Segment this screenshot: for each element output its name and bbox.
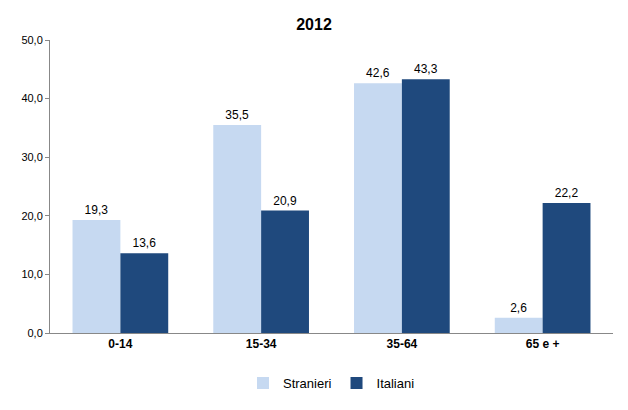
svg-text:50,0: 50,0 xyxy=(21,34,42,46)
svg-text:Stranieri: Stranieri xyxy=(283,376,332,391)
svg-text:20,9: 20,9 xyxy=(273,194,297,208)
svg-text:35,5: 35,5 xyxy=(225,108,249,122)
svg-text:10,0: 10,0 xyxy=(21,268,42,280)
svg-text:43,3: 43,3 xyxy=(414,62,438,76)
svg-text:42,6: 42,6 xyxy=(366,66,390,80)
svg-text:0-14: 0-14 xyxy=(108,337,132,351)
svg-text:2,6: 2,6 xyxy=(510,301,527,315)
svg-text:20,0: 20,0 xyxy=(21,210,42,222)
svg-text:2012: 2012 xyxy=(296,16,332,33)
svg-text:Italiani: Italiani xyxy=(377,376,415,391)
svg-text:15-34: 15-34 xyxy=(246,337,277,351)
svg-text:13,6: 13,6 xyxy=(132,236,156,250)
svg-text:30,0: 30,0 xyxy=(21,151,42,163)
svg-text:65 e +: 65 e + xyxy=(526,337,560,351)
svg-text:40,0: 40,0 xyxy=(21,92,42,104)
svg-text:35-64: 35-64 xyxy=(387,337,418,351)
svg-text:19,3: 19,3 xyxy=(85,203,109,217)
svg-text:0,0: 0,0 xyxy=(28,327,43,339)
svg-text:22,2: 22,2 xyxy=(555,186,579,200)
